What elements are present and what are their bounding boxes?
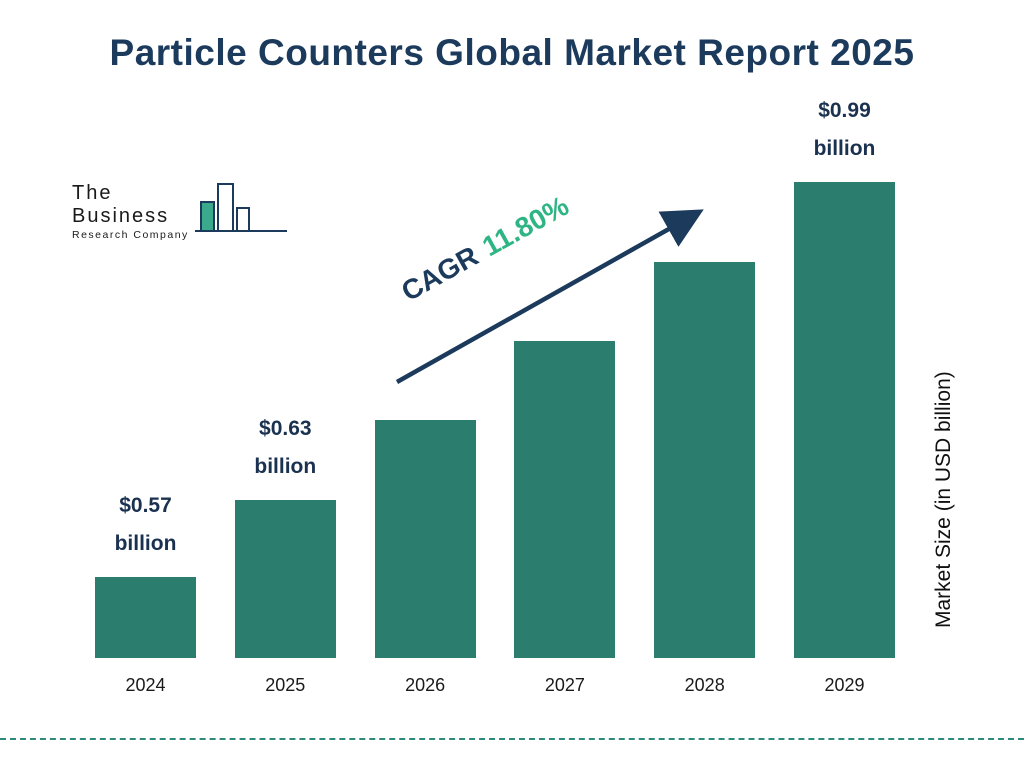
- bar-column-2029: $0.99 billion 2029: [793, 99, 895, 695]
- bar-2028: [654, 262, 756, 658]
- bar-value-amount: $0.63: [259, 417, 312, 440]
- bar-value-label-2025: $0.63 billion: [215, 410, 356, 486]
- bar-2025: [234, 500, 336, 658]
- x-axis-label-2029: 2029: [824, 675, 865, 695]
- page-title: Particle Counters Global Market Report 2…: [109, 32, 915, 73]
- bar-value-unit: billion: [114, 532, 177, 555]
- bar-column-2027: 2027: [514, 118, 616, 695]
- bar-2024: [95, 577, 196, 658]
- bar-chart: $0.57 billion 2024 $0.63 billion 2025 2026 2027…: [95, 99, 895, 695]
- bar-value-label-2029: $0.99 billion: [774, 92, 915, 168]
- y-axis-label: Market Size (in USD billion): [932, 371, 955, 629]
- company-logo: The Business Research Company: [72, 178, 287, 247]
- bar-column-2026: 2026: [374, 118, 476, 695]
- x-axis-label-2026: 2026: [405, 675, 446, 695]
- bar-value-amount: $0.99: [818, 99, 871, 122]
- bar-column-2025: $0.63 billion 2025: [234, 118, 336, 695]
- bottom-dashed-divider: [0, 738, 1024, 740]
- bar-value-label-2024: $0.57 billion: [75, 487, 216, 563]
- bar-value-amount: $0.57: [119, 494, 172, 517]
- company-logo-text: The Business Research Company: [72, 182, 189, 247]
- bar-2029: [793, 182, 895, 658]
- x-axis-label-2025: 2025: [265, 675, 306, 695]
- bar-column-2028: 2028: [654, 118, 756, 695]
- x-axis-label-2024: 2024: [125, 675, 166, 695]
- bar-column-2024: $0.57 billion 2024: [95, 118, 196, 695]
- logo-subname: Research Company: [72, 229, 189, 241]
- x-axis-label-2028: 2028: [684, 675, 725, 695]
- bar-chart-logo-icon: [195, 178, 287, 247]
- x-axis-label-2027: 2027: [544, 675, 585, 695]
- bar-value-unit: billion: [254, 455, 317, 478]
- bar-value-unit: billion: [813, 137, 876, 160]
- bar-2027: [514, 341, 616, 658]
- logo-name: The Business: [72, 182, 170, 227]
- bar-2026: [374, 420, 476, 658]
